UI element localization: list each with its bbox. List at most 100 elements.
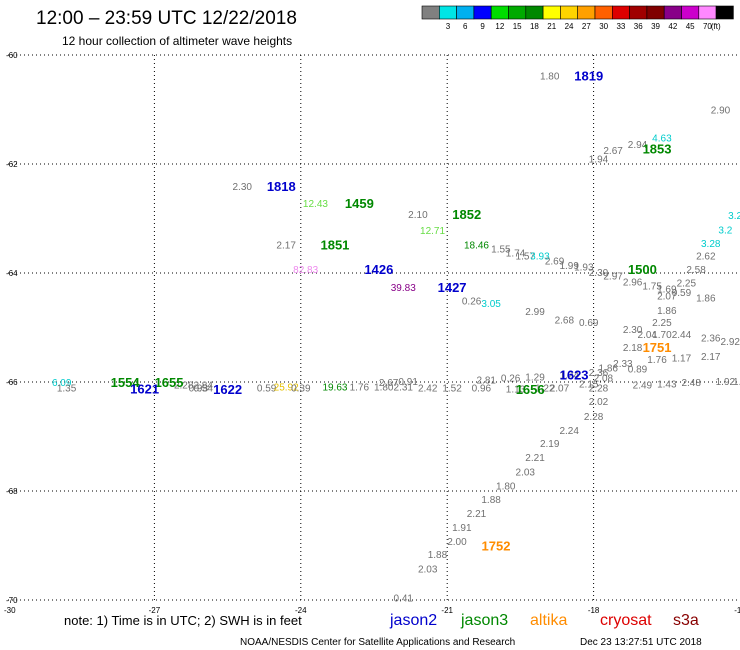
colorbar-swatch: [542, 5, 561, 20]
wave-height-label: 2.30: [623, 325, 643, 336]
wave-height-label: 1.80: [496, 482, 516, 493]
wave-height-label: 2.03: [516, 467, 536, 478]
wave-height-label: 2.00: [447, 537, 467, 548]
wave-height-label: 2.62: [696, 252, 716, 263]
pass-time-label: 1656: [516, 382, 545, 397]
y-tick-label: -64: [6, 269, 18, 278]
colorbar-swatch: [681, 5, 700, 20]
wave-height-label: 1.76: [647, 355, 667, 366]
wave-height-label: 2.07: [550, 383, 570, 394]
pass-time-label: 1427: [438, 280, 467, 295]
wave-height-label: 2.97: [603, 272, 623, 283]
colorbar-label: 33: [616, 22, 625, 31]
wave-height-label: 2.68: [555, 315, 575, 326]
colorbar-label: 9: [480, 22, 485, 31]
wave-height-label: 1.70: [652, 330, 672, 341]
colorbar-swatch: [525, 5, 544, 20]
x-tick-label-corner: -30: [4, 606, 16, 615]
colorbar-label: 70: [703, 22, 712, 31]
footer-timestamp: Dec 23 13:27:51 UTC 2018: [580, 637, 702, 648]
colorbar-swatch: [698, 5, 717, 20]
colorbar-swatch: [663, 5, 682, 20]
wave-height-label: 2.33: [613, 359, 633, 370]
wave-height-label: 0.54: [193, 383, 213, 394]
colorbar-label: 36: [634, 22, 643, 31]
x-tick-label: -27: [149, 606, 161, 615]
legend-altika: altika: [530, 612, 567, 629]
wave-height-label: 1.29: [525, 373, 545, 384]
wave-height-label: 2.48: [681, 378, 701, 389]
colorbar-label: 18: [530, 22, 539, 31]
wave-height-label: 1.92: [716, 377, 736, 388]
wave-height-label: 19.63: [322, 382, 347, 393]
wave-height-label: 2.21: [525, 453, 545, 464]
x-tick-label: -21: [441, 606, 453, 615]
pass-time-label: 1752: [482, 539, 511, 554]
colorbar-label: 42: [668, 22, 677, 31]
wave-height-label: 2.28: [174, 381, 194, 392]
wave-height-label: 1.52: [442, 383, 462, 394]
wave-height-label: 2.94: [628, 140, 648, 151]
wave-height-label: 2.17: [701, 352, 721, 363]
pass-time-label: 1622: [213, 382, 242, 397]
wave-height-label: 2.21: [467, 509, 487, 520]
chart-title: 12:00 – 23:59 UTC 12/22/2018: [36, 8, 297, 29]
colorbar: 3 6 9 12 15 18 21 24 27 30 33 36 39 42 45 70(ft): [421, 5, 734, 31]
wave-height-label: 18.46: [464, 241, 489, 252]
wave-height-label: 2.99: [525, 307, 545, 318]
wave-height-label: 6.09: [52, 378, 72, 389]
wave-height-label: 2.67: [379, 378, 399, 389]
colorbar-swatch: [646, 5, 665, 20]
colorbar-label: 6: [463, 22, 468, 31]
y-tick-label: -68: [6, 487, 18, 496]
plot-area: -60 -62 -64 -66 -68 -70 -27 -24 -21 -18 -15 -30 1.80…: [4, 51, 740, 615]
y-tick-label: -62: [6, 160, 18, 169]
pass-time-label: 1751: [643, 340, 672, 355]
wave-height-label: 25.92: [274, 382, 299, 393]
wave-height-label: 2.42: [418, 383, 438, 394]
wave-height-label: 1.86: [696, 294, 716, 305]
footer-credit: NOAA/NESDIS Center for Satellite Applica…: [240, 637, 515, 648]
wave-height-label: 2.30: [589, 268, 609, 279]
wave-height-label: 1.86: [599, 363, 619, 374]
footer-note: note: 1) Time is in UTC; 2) SWH is in fe…: [64, 613, 302, 628]
wave-height-label: 2.24: [559, 426, 579, 437]
wave-height-label: 0.26: [501, 374, 521, 385]
wave-height-label: 1.93: [574, 262, 594, 273]
colorbar-unit: (ft): [711, 22, 721, 31]
pass-time-label: 1852: [452, 207, 481, 222]
colorbar-swatch: [508, 5, 527, 20]
wave-height-label: 2.36: [701, 333, 721, 344]
colorbar-label: 39: [651, 22, 660, 31]
pass-time-label: 1459: [345, 196, 374, 211]
wave-height-label: 3.2: [728, 211, 740, 222]
wave-height-label: 2.25: [652, 318, 672, 329]
pass-time-label: 1621: [130, 382, 159, 397]
wave-height-label: 2.19: [540, 439, 560, 450]
legend-cryosat: cryosat: [600, 612, 652, 629]
wave-height-label: 2.28: [589, 383, 609, 394]
wave-height-label: 1.80: [540, 72, 560, 83]
colorbar-swatch: [421, 5, 440, 20]
wave-height-label: 2.18: [623, 343, 643, 354]
wave-height-label: 2.67: [603, 146, 623, 157]
wave-height-label: 3.2: [718, 225, 732, 236]
wave-height-label: 39.83: [391, 283, 416, 294]
colorbar-label: 30: [599, 22, 608, 31]
pass-time-label: 1500: [628, 262, 657, 277]
wave-height-label: 0.89: [628, 364, 648, 375]
wave-height-label: 1.69: [657, 284, 677, 295]
wave-height-label: 1.24: [559, 370, 579, 381]
pass-time-label: 1819: [574, 69, 603, 84]
wave-height-label: 2.90: [711, 106, 731, 117]
wave-height-label: 1.88: [428, 550, 448, 561]
wave-height-label: 1.35: [57, 383, 77, 394]
wave-height-label: 1.57: [516, 252, 536, 263]
wave-height-label: 1.75: [642, 282, 662, 293]
wave-height-label: 1.94: [589, 155, 609, 166]
wave-height-label: 0.39: [291, 383, 311, 394]
satellite-legend: jason2 jason3 altika cryosat s3a: [389, 612, 699, 629]
y-tick-label: -70: [6, 596, 18, 605]
wave-height-label: 2.30: [233, 182, 253, 193]
wave-height-label: 1.76: [350, 382, 370, 393]
